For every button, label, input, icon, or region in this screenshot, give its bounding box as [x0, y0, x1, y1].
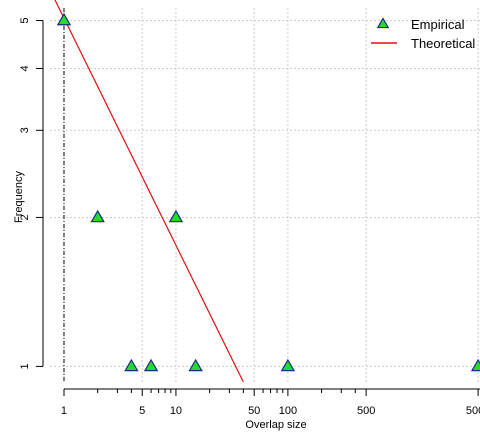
- y-axis-title: Frequency: [13, 171, 25, 223]
- x-tick-label: 500: [357, 405, 375, 417]
- x-tick-label: 5: [139, 405, 145, 417]
- empirical-point: [168, 209, 184, 223]
- x-tick-label: 5000: [466, 405, 480, 417]
- empirical-point: [470, 358, 480, 372]
- empirical-point: [188, 358, 203, 372]
- empirical-point: [280, 358, 296, 372]
- y-tick-label: 2: [19, 214, 31, 220]
- y-tick-label: 5: [19, 17, 31, 23]
- empirical-point: [124, 358, 139, 372]
- axes: 1 5 10 50 100 500 5000 1 2 3 4 5: [19, 8, 480, 417]
- empirical-point: [90, 209, 105, 223]
- empirical-point: [56, 12, 72, 26]
- empirical-point: [143, 358, 159, 372]
- y-tick-label: 1: [19, 363, 31, 369]
- x-tick-label: 50: [248, 405, 260, 417]
- x-tick-label: 1: [61, 405, 67, 417]
- theoretical-line: [54, 0, 244, 383]
- legend-empirical-marker: [376, 17, 390, 29]
- x-tick-label: 10: [170, 405, 182, 417]
- legend-theoretical-label: Theoretical: [411, 36, 475, 51]
- grid-lines: [50, 8, 480, 382]
- y-tick-label: 3: [19, 127, 31, 133]
- legend-empirical-label: Empirical: [411, 17, 465, 32]
- y-tick-label: 4: [19, 65, 31, 71]
- plot-series: [54, 0, 480, 383]
- x-axis-title: Overlap size: [245, 419, 306, 431]
- legend: Empirical Theoretical: [371, 17, 475, 51]
- x-tick-label: 100: [279, 405, 297, 417]
